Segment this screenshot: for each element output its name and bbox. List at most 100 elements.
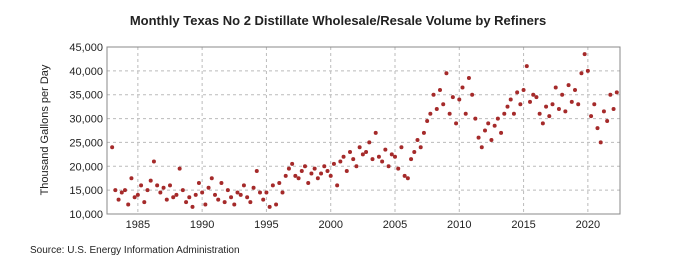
data-point: [187, 195, 192, 200]
data-point: [502, 111, 507, 116]
data-point: [209, 176, 214, 181]
data-point: [351, 157, 356, 162]
data-point: [528, 99, 532, 104]
data-point: [479, 145, 484, 150]
data-point: [168, 183, 172, 188]
data-point: [277, 180, 282, 185]
data-point: [142, 200, 147, 205]
data-point: [126, 202, 131, 207]
data-point: [258, 190, 262, 195]
data-point: [254, 169, 259, 174]
data-point: [483, 128, 487, 133]
data-point: [608, 92, 613, 97]
data-point: [389, 152, 394, 157]
y-tick-label: 45,000: [69, 42, 103, 54]
data-point: [393, 154, 397, 159]
data-point: [540, 121, 545, 126]
data-point: [547, 114, 552, 119]
data-point: [486, 121, 491, 126]
data-point: [611, 107, 616, 112]
data-point: [303, 164, 307, 169]
data-point: [193, 192, 198, 197]
data-point: [322, 164, 327, 169]
data-point: [380, 159, 385, 164]
data-point: [219, 180, 224, 185]
data-point: [521, 87, 526, 92]
data-point: [206, 185, 211, 190]
data-point: [495, 116, 500, 121]
data-point: [158, 190, 163, 195]
data-point: [563, 109, 568, 114]
data-point: [335, 183, 340, 188]
data-point: [534, 95, 539, 100]
data-point: [556, 107, 561, 112]
data-point: [524, 64, 529, 69]
data-point: [200, 190, 205, 195]
data-point: [232, 202, 237, 207]
data-point: [431, 92, 436, 97]
data-point: [399, 145, 404, 150]
data-point: [601, 109, 606, 114]
x-tick-label: 1985: [126, 219, 150, 231]
data-point: [116, 197, 121, 202]
data-point: [373, 130, 378, 135]
data-point: [145, 188, 150, 193]
data-point: [598, 140, 603, 145]
data-point: [135, 192, 140, 197]
data-point: [405, 176, 410, 181]
data-point: [582, 52, 587, 57]
data-point: [290, 161, 295, 166]
data-point: [132, 195, 137, 200]
data-point: [267, 204, 272, 209]
data-point: [470, 92, 475, 97]
data-point: [261, 197, 266, 202]
data-point: [434, 107, 439, 112]
data-point: [341, 154, 346, 159]
data-point: [296, 176, 301, 181]
data-point: [518, 102, 523, 107]
data-point: [428, 111, 433, 116]
data-point: [576, 102, 581, 107]
data-point: [605, 118, 610, 123]
data-point: [245, 195, 250, 200]
y-tick-label: 40,000: [69, 66, 103, 78]
data-point: [511, 111, 516, 116]
data-point: [184, 200, 189, 205]
data-point: [402, 173, 407, 178]
data-point: [409, 157, 414, 162]
data-point: [573, 87, 577, 92]
data-point: [457, 97, 462, 102]
data-point: [537, 111, 542, 116]
data-point: [569, 99, 574, 104]
data-point: [444, 71, 449, 76]
y-tick-label: 35,000: [69, 90, 103, 102]
data-point: [447, 111, 452, 116]
data-point: [312, 166, 317, 171]
data-point: [492, 123, 497, 128]
data-point: [454, 121, 459, 126]
data-point: [139, 183, 144, 188]
data-point: [216, 197, 221, 202]
data-point: [213, 192, 217, 197]
x-tick-label: 2010: [447, 219, 471, 231]
data-point: [386, 164, 391, 169]
data-point: [306, 180, 311, 185]
data-point: [354, 164, 359, 169]
chart-title: Monthly Texas No 2 Distillate Wholesale/…: [130, 13, 546, 28]
data-point: [360, 152, 365, 157]
data-point: [344, 169, 349, 174]
data-point: [280, 190, 285, 195]
data-point: [283, 173, 288, 178]
data-point: [119, 190, 124, 195]
x-tick-label: 2000: [318, 219, 342, 231]
data-point: [110, 145, 115, 150]
plot-frame: [106, 46, 621, 215]
data-point: [460, 85, 465, 90]
data-point: [476, 135, 481, 140]
y-tick-label: 25,000: [69, 137, 103, 149]
y-tick-label: 10,000: [69, 209, 103, 221]
x-tick-label: 2020: [576, 219, 600, 231]
x-tick-label: 2015: [511, 219, 535, 231]
data-point: [241, 183, 246, 188]
data-point: [338, 159, 343, 164]
